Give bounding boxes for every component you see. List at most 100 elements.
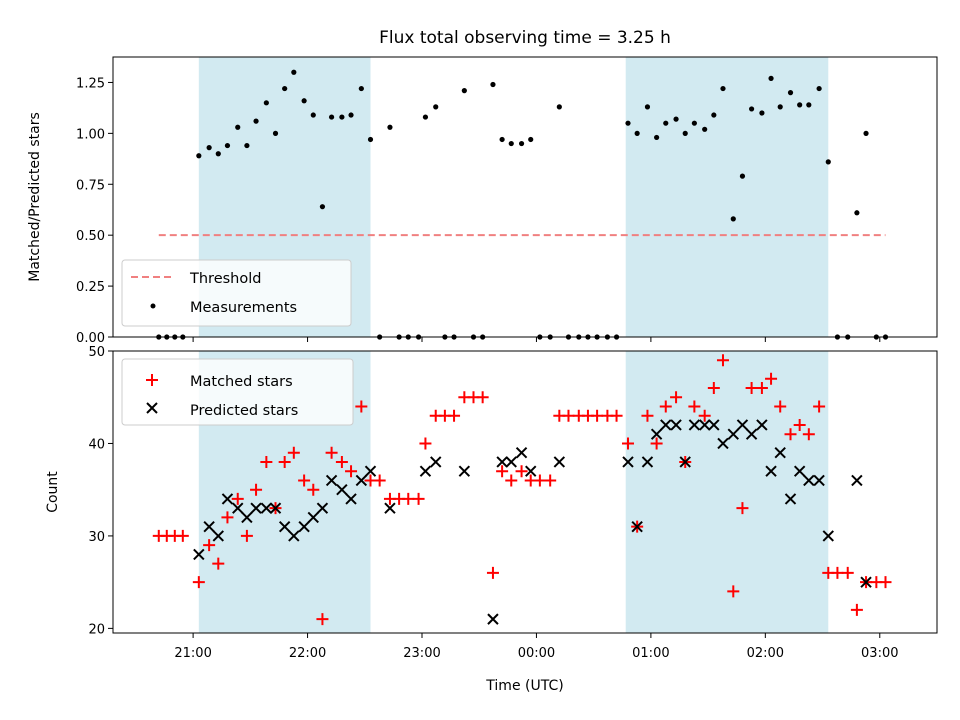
x-tick-label: 22:00	[289, 646, 326, 661]
matched-point	[698, 409, 711, 422]
measurements-legend-label: Measurements	[190, 300, 297, 316]
measurement-point	[825, 159, 831, 165]
top-y-axis-label: Matched/Predicted stars	[27, 112, 43, 282]
top-y-tick-label: 0.50	[76, 229, 105, 244]
matched-point	[176, 529, 189, 542]
predicted-point	[774, 446, 786, 459]
top-chart-title: Flux total observing time = 3.25 h	[379, 28, 671, 48]
measurements-legend-swatch	[150, 303, 156, 309]
matched-point	[240, 529, 253, 542]
measurement-point	[625, 120, 631, 126]
matched-point	[755, 381, 768, 394]
predicted-point	[241, 511, 253, 524]
measurement-point	[854, 210, 860, 216]
matched-point	[212, 557, 225, 570]
measurement-point	[528, 136, 534, 143]
predicted-point	[260, 502, 273, 514]
predicted-point	[756, 419, 768, 431]
predicted-point	[269, 502, 282, 514]
matched-point	[505, 474, 518, 487]
predicted-point	[765, 465, 777, 477]
measurement-point	[310, 112, 316, 118]
measurement-point	[663, 120, 669, 126]
matched-point	[298, 474, 311, 487]
matched-point	[496, 465, 509, 478]
predicted-point	[288, 530, 300, 542]
predicted-point	[641, 456, 654, 468]
measurement-point	[759, 110, 765, 116]
measurement-point	[518, 140, 525, 147]
measurement-point	[702, 126, 708, 132]
measurement-point	[682, 130, 688, 136]
matched-point	[476, 391, 489, 404]
measurement-point	[461, 88, 467, 94]
predicted-point	[813, 474, 825, 487]
measurement-point	[644, 104, 651, 110]
top-legend: Threshold Measurements	[121, 259, 352, 327]
matched-point	[412, 492, 425, 505]
predicted-point	[727, 428, 739, 440]
matched-point	[419, 437, 432, 450]
predicted-point	[355, 474, 368, 487]
predicted-point	[688, 419, 701, 431]
matched-point	[203, 539, 216, 552]
top-y-tick-label: 0.25	[76, 280, 105, 295]
matched-point	[831, 566, 844, 579]
matched-point	[707, 381, 720, 394]
predicted-point	[203, 520, 215, 533]
matched-point	[765, 372, 778, 385]
measurement-point	[253, 118, 259, 124]
measurement-point	[691, 120, 697, 126]
matched-point	[784, 428, 797, 441]
predicted-point	[221, 493, 234, 505]
bottom-legend: Matched stars Predicted stars	[121, 358, 354, 426]
measurement-point	[508, 140, 514, 147]
predicted-point	[745, 428, 758, 440]
measurement-point	[634, 130, 640, 136]
measurement-point	[806, 102, 812, 108]
measurement-point	[367, 136, 374, 143]
matched-point	[373, 474, 386, 487]
measurement-point	[339, 114, 345, 120]
predicted-point	[525, 465, 537, 477]
matched-point	[641, 409, 654, 422]
matched-point	[345, 465, 358, 478]
matched-point	[544, 474, 557, 487]
predicted-point	[650, 428, 663, 440]
measurement-point	[387, 124, 393, 130]
bottom-y-axis-label: Count	[45, 471, 61, 513]
matched-point	[221, 511, 234, 524]
matched-point	[716, 354, 729, 367]
measurement-point	[422, 114, 429, 120]
matched-point	[591, 409, 604, 422]
matched-point	[250, 483, 263, 496]
matched-point	[850, 603, 863, 616]
measurement-point	[328, 114, 335, 120]
measurement-point	[816, 85, 822, 92]
predicted-point	[515, 446, 528, 459]
measurement-point	[711, 112, 717, 118]
predicted-point	[232, 502, 244, 514]
predicted-point	[364, 465, 377, 477]
matched-point	[448, 409, 461, 422]
matched-point	[879, 576, 892, 589]
threshold-legend-label: Threshold	[189, 271, 261, 287]
matched-point	[670, 391, 683, 404]
x-tick-label: 21:00	[174, 646, 211, 661]
matched-point	[793, 418, 806, 431]
predicted-point	[784, 493, 797, 505]
matched-point	[515, 465, 528, 478]
measurement-point	[282, 85, 288, 92]
x-tick-label: 01:00	[632, 646, 669, 661]
matched-point	[841, 566, 854, 579]
measurement-point	[272, 130, 279, 136]
top-y-tick-label: 1.25	[76, 76, 105, 91]
x-tick-label: 02:00	[747, 646, 784, 661]
matched-point	[736, 502, 749, 515]
predicted-point	[622, 456, 634, 468]
matched-point	[562, 409, 575, 422]
measurement-point	[358, 85, 364, 92]
predicted-point	[430, 456, 442, 468]
measurement-point	[348, 112, 354, 118]
predicted-point	[316, 502, 329, 514]
